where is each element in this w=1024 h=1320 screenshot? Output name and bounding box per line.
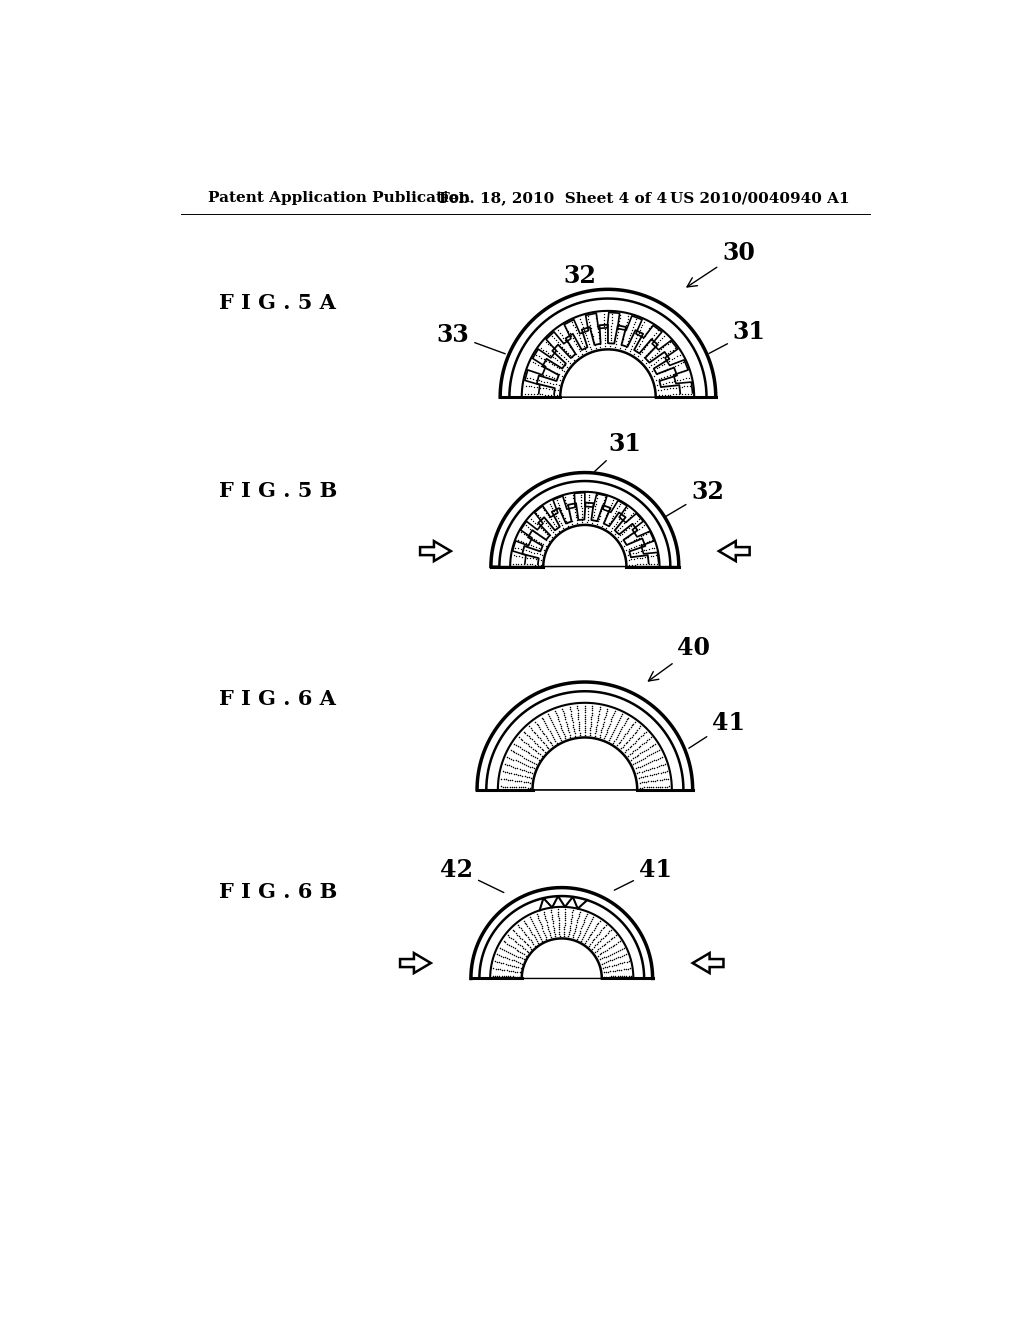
Text: 33: 33: [436, 322, 505, 354]
Polygon shape: [521, 312, 694, 397]
Polygon shape: [510, 492, 659, 566]
Text: F I G . 5 B: F I G . 5 B: [219, 482, 337, 502]
Text: 41: 41: [689, 710, 744, 748]
Text: 32: 32: [563, 264, 596, 304]
Text: Feb. 18, 2010  Sheet 4 of 4: Feb. 18, 2010 Sheet 4 of 4: [438, 191, 667, 206]
Polygon shape: [420, 541, 451, 561]
Polygon shape: [486, 692, 683, 789]
Text: F I G . 6 A: F I G . 6 A: [219, 689, 336, 709]
Text: 32: 32: [665, 479, 724, 517]
Polygon shape: [498, 702, 672, 789]
Text: 31: 31: [709, 321, 766, 354]
Polygon shape: [479, 896, 644, 978]
Polygon shape: [477, 682, 692, 789]
Text: Patent Application Publication: Patent Application Publication: [208, 191, 470, 206]
Text: US 2010/0040940 A1: US 2010/0040940 A1: [670, 191, 849, 206]
Polygon shape: [400, 953, 431, 973]
Text: 42: 42: [440, 858, 504, 892]
Text: F I G . 6 B: F I G . 6 B: [219, 882, 337, 902]
Polygon shape: [490, 907, 634, 978]
Polygon shape: [500, 480, 671, 566]
Text: 40: 40: [648, 636, 711, 681]
Polygon shape: [509, 298, 707, 397]
Polygon shape: [692, 953, 724, 973]
Polygon shape: [490, 473, 679, 566]
Text: 31: 31: [595, 432, 641, 471]
Text: 30: 30: [687, 242, 755, 286]
Text: 43: 43: [531, 950, 564, 974]
Text: F I G . 5 A: F I G . 5 A: [219, 293, 336, 313]
Polygon shape: [471, 887, 652, 978]
Polygon shape: [500, 289, 716, 397]
Text: 42: 42: [568, 731, 601, 755]
Text: 41: 41: [614, 858, 672, 890]
Text: 33: 33: [555, 533, 588, 557]
Polygon shape: [719, 541, 750, 561]
